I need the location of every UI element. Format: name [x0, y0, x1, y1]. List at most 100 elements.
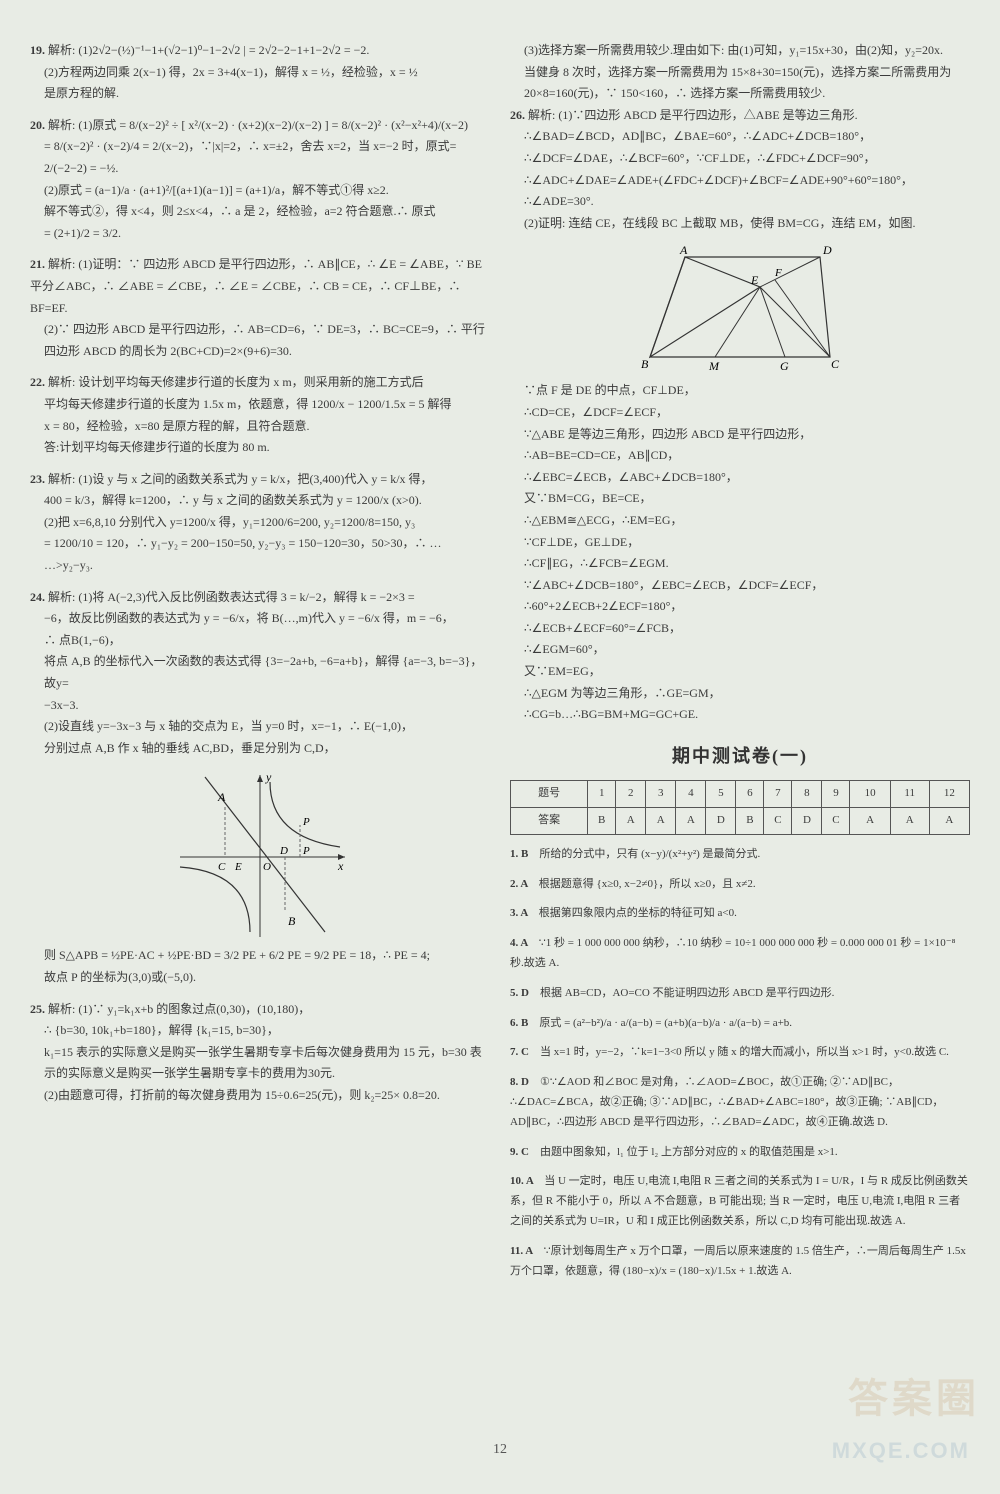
- q26-1c: ∴∠DCF=∠DAE，∴∠BCF=60°，∵CF⊥DE，∴∠FDC+∠DCF=9…: [510, 148, 970, 170]
- ans-col: 9: [822, 781, 850, 808]
- exp-num: 7. C: [510, 1046, 540, 1058]
- d26-E: E: [750, 273, 759, 287]
- exp-text: 由题中图象知，l₁ 位于 l₂ 上方部分对应的 x 的取值范围是 x>1.: [540, 1146, 838, 1158]
- exp-text: 根据 AB=CD，AO=CO 不能证明四边形 ABCD 是平行四边形.: [540, 987, 834, 999]
- ans-col: 12: [929, 781, 969, 808]
- explanation-item: 4. A ∵1 秒 = 1 000 000 000 纳秒，∴10 纳秒 = 10…: [510, 934, 970, 974]
- ans-cell: A: [676, 808, 706, 835]
- ans-col: 5: [706, 781, 736, 808]
- lbl-C: C: [218, 861, 226, 873]
- q26-2a: (2)证明: 连结 CE，在线段 BC 上截取 MB，使得 BM=CG，连结 E…: [510, 213, 970, 235]
- explanation-item: 3. A 根据第四象限内点的坐标的特征可知 a<0.: [510, 904, 970, 924]
- answer-table: 题号123456789101112 答案BAAADBCDCAAA: [510, 780, 970, 835]
- exp-text: ∵1 秒 = 1 000 000 000 纳秒，∴10 纳秒 = 10÷1 00…: [510, 937, 955, 969]
- watermark-main: 答案圈: [848, 1366, 980, 1424]
- q22-l1: 设计划平均每天修建步行道的长度为 x m，则采用新的施工方式后: [78, 375, 423, 389]
- q19-p1: (1)2√2−(½)⁻¹−1+(√2−1)⁰−1−2√2 | = 2√2−2−1…: [78, 43, 369, 57]
- ans-col: 6: [736, 781, 764, 808]
- lbl-E: E: [234, 861, 242, 873]
- q26-line: 又∵EM=EG，: [510, 661, 970, 683]
- d26-B: B: [641, 357, 649, 371]
- ans-cell: A: [890, 808, 929, 835]
- exp-text: ①∵∠AOD 和∠BOC 是对角，∴∠AOD=∠BOC，故①正确; ②∵AD∥B…: [510, 1076, 943, 1128]
- ans-cell: D: [706, 808, 736, 835]
- lbl-O: O: [263, 861, 271, 873]
- q22-num: 22.: [30, 375, 45, 389]
- q26-line: ∴CG=b…∴BG=BM+MG=GC+GE.: [510, 704, 970, 726]
- q20-1b: = 8/(x−2)² · (x−2)/4 = 2/(x−2)，∵|x|=2，∴ …: [30, 136, 490, 158]
- row-label2: 答案: [511, 808, 588, 835]
- exp-num: 1. B: [510, 848, 539, 860]
- d26-G: G: [780, 359, 789, 372]
- q23: 23. 解析: (1)设 y 与 x 之间的函数关系式为 y = k/x，把(3…: [30, 469, 490, 577]
- q19: 19. 解析: (1)2√2−(½)⁻¹−1+(√2−1)⁰−1−2√2 | =…: [30, 40, 490, 105]
- q22: 22. 解析: 设计划平均每天修建步行道的长度为 x m，则采用新的施工方式后 …: [30, 372, 490, 458]
- ans-cell: B: [736, 808, 764, 835]
- q24-num: 24.: [30, 590, 45, 604]
- lbl-B: B: [288, 914, 296, 928]
- q21-num: 21.: [30, 257, 45, 271]
- q25-2: (2)由题意可得，打折前的每次健身费用为 15÷0.6=25(元)，则 k₂=2…: [30, 1085, 490, 1107]
- q24-graph: A B C D E O P P x y: [170, 767, 350, 937]
- lbl-A: A: [217, 790, 226, 804]
- q26-line: ∴AB=BE=CD=CE，AB∥CD，: [510, 445, 970, 467]
- exp-num: 3. A: [510, 907, 539, 919]
- explanation-item: 9. C 由题中图象知，l₁ 位于 l₂ 上方部分对应的 x 的取值范围是 x>…: [510, 1143, 970, 1163]
- ans-cell: A: [850, 808, 890, 835]
- q20-2a: (2)原式 = (a−1)/a · (a+1)²/[(a+1)(a−1)] = …: [30, 180, 490, 202]
- q21-1: (1)证明：∵ 四边形 ABCD 是平行四边形，∴ AB∥CE，∴ ∠E = ∠…: [30, 257, 482, 314]
- explanation-item: 7. C 当 x=1 时，y=−2，∵k=1−3<0 所以 y 随 x 的增大而…: [510, 1043, 970, 1063]
- q26-line: ∵点 F 是 DE 的中点，CF⊥DE，: [510, 380, 970, 402]
- q19-num: 19.: [30, 43, 45, 57]
- ans-cell: A: [616, 808, 646, 835]
- q24-2d: 故点 P 的坐标为(3,0)或(−5,0).: [30, 967, 490, 989]
- q26-diagram: A D B C M G E F: [635, 242, 845, 372]
- ans-cell: D: [792, 808, 822, 835]
- explanation-item: 6. B 原式 = (a²−b²)/a · a/(a−b) = (a+b)(a−…: [510, 1014, 970, 1034]
- q26-num: 26.: [510, 108, 525, 122]
- exp-num: 6. B: [510, 1017, 539, 1029]
- d26-C: C: [831, 357, 840, 371]
- q26-label: 解析:: [528, 108, 555, 122]
- midterm-title: 期中测试卷(一): [510, 740, 970, 772]
- lbl-y: y: [265, 770, 272, 784]
- page-number: 12: [493, 1442, 507, 1458]
- q25-1a: (1)∵ y₁=k₁x+b 的图象过点(0,30)，(10,180)，: [78, 1002, 310, 1016]
- q26: 26. 解析: (1)∵四边形 ABCD 是平行四边形，△ABE 是等边三角形.…: [510, 105, 970, 726]
- q26-line: ∵CF⊥DE，GE⊥DE，: [510, 532, 970, 554]
- exp-num: 2. A: [510, 878, 539, 890]
- lbl-P2: P: [302, 816, 310, 828]
- q20: 20. 解析: (1)原式 = 8/(x−2)² ÷ [ x²/(x−2) · …: [30, 115, 490, 245]
- q21-label: 解析:: [48, 257, 75, 271]
- exp-text: 所给的分式中，只有 (x−y)/(x²+y²) 是最简分式.: [539, 848, 760, 860]
- q24-1c: ∴ 点B(1,−6)，: [30, 630, 490, 652]
- q24: 24. 解析: (1)将 A(−2,3)代入反比例函数表达式得 3 = k/−2…: [30, 587, 490, 989]
- q25-1c: k₁=15 表示的实际意义是购买一张学生暑期专享卡后每次健身费用为 15 元，b…: [30, 1042, 490, 1085]
- q26-line: ∴△EGM 为等边三角形，∴GE=GM，: [510, 683, 970, 705]
- q20-2c: = (2+1)/2 = 3/2.: [30, 223, 490, 245]
- q19-p2t: 是原方程的解.: [30, 83, 490, 105]
- q24-1d: 将点 A,B 的坐标代入一次函数的表达式得 {3=−2a+b, −6=a+b}，…: [30, 651, 490, 694]
- explanation-item: 11. A ∵原计划每周生产 x 万个口罩，一周后以原来速度的 1.5 倍生产，…: [510, 1242, 970, 1282]
- ans-col: 10: [850, 781, 890, 808]
- q19-p2: (2)方程两边同乘 2(x−1) 得，2x = 3+4(x−1)，解得 x = …: [30, 62, 490, 84]
- lbl-x: x: [337, 859, 344, 873]
- ans-col: 1: [588, 781, 616, 808]
- q24-2a: (2)设直线 y=−3x−3 与 x 轴的交点为 E，当 y=0 时，x=−1，…: [30, 716, 490, 738]
- exp-num: 11. A: [510, 1245, 544, 1257]
- exp-text: 当 x=1 时，y=−2，∵k=1−3<0 所以 y 随 x 的增大而减小，所以…: [540, 1046, 949, 1058]
- ans-col: 11: [890, 781, 929, 808]
- right-column: (3)选择方案一所需费用较少.理由如下: 由(1)可知，y₁=15x+30，由(…: [510, 40, 970, 1291]
- q22-l4: 答:计划平均每天修建步行道的长度为 80 m.: [30, 437, 490, 459]
- left-column: 19. 解析: (1)2√2−(½)⁻¹−1+(√2−1)⁰−1−2√2 | =…: [30, 40, 490, 1291]
- q26-line: ∴∠EBC=∠ECB，∠ABC+∠DCB=180°，: [510, 467, 970, 489]
- row-label: 题号: [511, 781, 588, 808]
- exp-text: 当 U 一定时，电压 U,电流 I,电阻 R 三者之间的关系式为 I = U/R…: [510, 1175, 968, 1227]
- explanation-item: 10. A 当 U 一定时，电压 U,电流 I,电阻 R 三者之间的关系式为 I…: [510, 1172, 970, 1231]
- q22-l3: x = 80，经检验，x=80 是原方程的解，且符合题意.: [30, 416, 490, 438]
- exp-num: 10. A: [510, 1175, 544, 1187]
- q21-2: (2)∵ 四边形 ABCD 是平行四边形，∴ AB=CD=6，∵ DE=3，∴ …: [30, 319, 490, 362]
- q25-3: (3)选择方案一所需费用较少.理由如下: 由(1)可知，y₁=15x+30，由(…: [510, 40, 970, 62]
- q26-line: ∴△EBM≅△ECG，∴EM=EG，: [510, 510, 970, 532]
- q25: 25. 解析: (1)∵ y₁=k₁x+b 的图象过点(0,30)，(10,18…: [30, 999, 490, 1107]
